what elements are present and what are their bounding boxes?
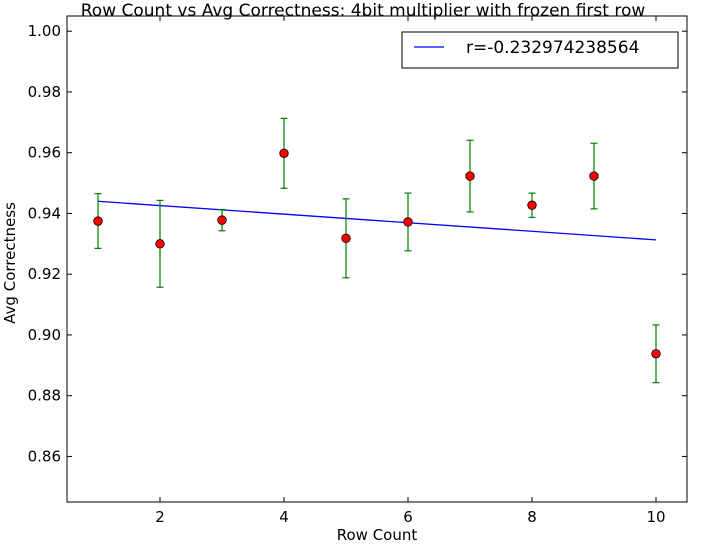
y-tick-label: 0.88: [28, 387, 61, 405]
y-tick-label: 0.96: [28, 144, 61, 162]
data-point: [217, 215, 227, 225]
data-point: [589, 171, 599, 181]
data-point: [279, 148, 289, 158]
axis-ticks: 2 4 6 8 10 0.86 0.88 0.90 0.92 0.94 0.96 0.98 1.00: [28, 16, 687, 526]
x-axis-label: Row Count: [337, 526, 418, 544]
x-tick-label: 4: [279, 508, 289, 526]
y-tick-label: 0.92: [28, 265, 61, 283]
y-axis-label: Avg Correctness: [1, 202, 19, 324]
y-tick-label: 1.00: [28, 22, 61, 40]
plot-frame: [66, 15, 688, 503]
x-tick-label: 10: [646, 508, 665, 526]
y-tick-label: 0.86: [28, 447, 61, 465]
x-tick-label: 8: [527, 508, 537, 526]
legend-box: [401, 31, 679, 69]
chart-title: Row Count vs Avg Correctness: 4bit multi…: [81, 1, 646, 21]
y-tick-label: 0.98: [28, 83, 61, 101]
data-point: [155, 239, 165, 249]
data-point: [93, 216, 103, 226]
marker-layer: [93, 148, 661, 359]
data-point: [527, 200, 537, 210]
y-tick-label: 0.90: [28, 326, 61, 344]
x-tick-label: 6: [403, 508, 413, 526]
x-tick-label: 2: [155, 508, 165, 526]
data-point: [465, 171, 475, 181]
data-point: [341, 233, 351, 244]
data-point: [403, 217, 413, 227]
fit-line: [97, 200, 657, 241]
y-tick-label: 0.94: [28, 204, 61, 222]
legend: r=-0.232974238564: [401, 31, 679, 69]
fit-line-layer: [97, 200, 657, 241]
data-point: [651, 349, 661, 359]
legend-label: r=-0.232974238564: [466, 38, 639, 58]
